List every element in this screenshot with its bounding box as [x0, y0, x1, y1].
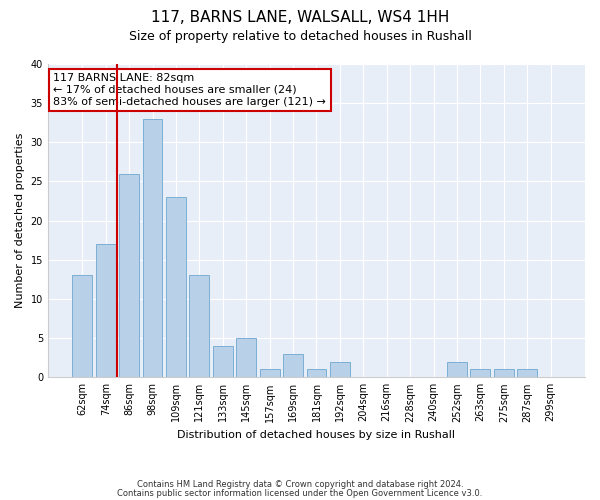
Bar — [143, 119, 163, 378]
Bar — [213, 346, 233, 378]
Bar — [517, 370, 537, 378]
Text: 117 BARNS LANE: 82sqm
← 17% of detached houses are smaller (24)
83% of semi-deta: 117 BARNS LANE: 82sqm ← 17% of detached … — [53, 74, 326, 106]
Bar — [307, 370, 326, 378]
Bar — [236, 338, 256, 378]
Bar — [283, 354, 303, 378]
Text: Size of property relative to detached houses in Rushall: Size of property relative to detached ho… — [128, 30, 472, 43]
Bar — [260, 370, 280, 378]
Bar — [190, 276, 209, 378]
Bar — [119, 174, 139, 378]
Bar — [494, 370, 514, 378]
Y-axis label: Number of detached properties: Number of detached properties — [15, 133, 25, 308]
Text: 117, BARNS LANE, WALSALL, WS4 1HH: 117, BARNS LANE, WALSALL, WS4 1HH — [151, 10, 449, 25]
Bar — [73, 276, 92, 378]
Bar — [447, 362, 467, 378]
Text: Contains public sector information licensed under the Open Government Licence v3: Contains public sector information licen… — [118, 490, 482, 498]
Bar — [166, 197, 186, 378]
Bar — [470, 370, 490, 378]
Text: Contains HM Land Registry data © Crown copyright and database right 2024.: Contains HM Land Registry data © Crown c… — [137, 480, 463, 489]
X-axis label: Distribution of detached houses by size in Rushall: Distribution of detached houses by size … — [178, 430, 455, 440]
Bar — [96, 244, 116, 378]
Bar — [330, 362, 350, 378]
